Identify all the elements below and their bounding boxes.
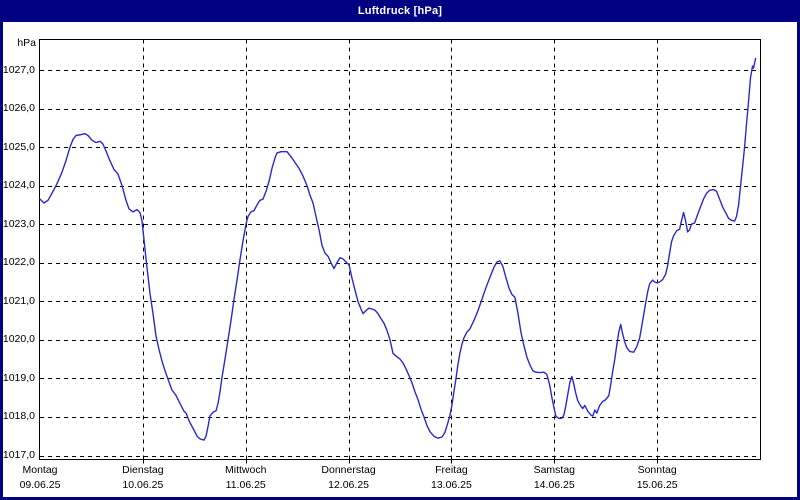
pressure-line xyxy=(39,57,757,441)
plot-border xyxy=(39,39,761,460)
window-title: Luftdruck [hPa] xyxy=(357,5,443,17)
title-bar: Luftdruck [hPa] xyxy=(0,0,800,22)
